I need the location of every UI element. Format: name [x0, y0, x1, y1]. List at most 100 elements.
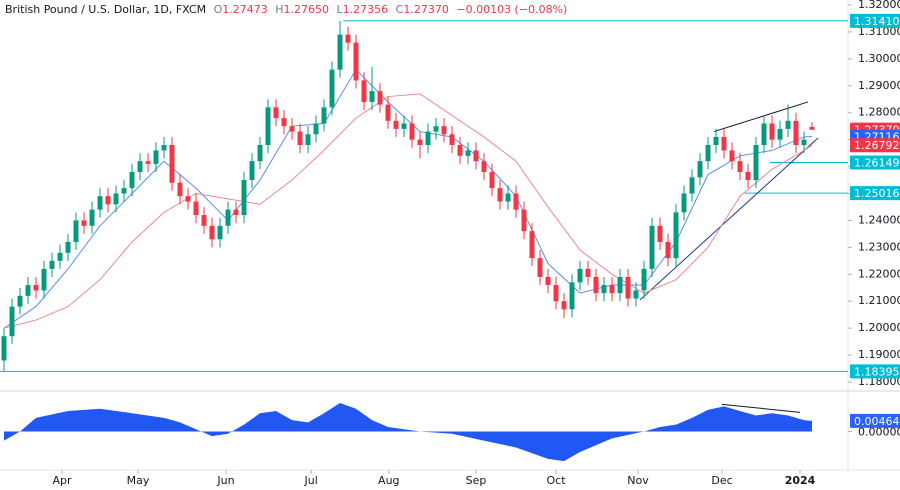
y-tick-label: 1.23000	[858, 240, 900, 253]
change: −0.00103 (−0.08%)	[456, 3, 567, 16]
candle-body	[545, 276, 551, 286]
field-value: 1.27473	[222, 3, 268, 16]
candle-body	[729, 150, 735, 162]
candle-body	[433, 126, 439, 132]
price-tag-label: 1.25016	[854, 187, 900, 200]
candle-body	[697, 161, 703, 178]
price-tag	[850, 155, 900, 170]
candle-body	[33, 285, 39, 291]
y-tick-label: 1.20000	[858, 321, 900, 334]
candle-body	[201, 215, 207, 226]
candle-body	[313, 123, 319, 135]
field-value: 1.27356	[343, 3, 389, 16]
price-tag-label: 1.26792	[854, 139, 900, 152]
price-tag-label: 1.18395	[854, 365, 900, 378]
candle-body	[417, 139, 423, 146]
candle-body	[713, 136, 719, 146]
candle-body	[801, 139, 807, 146]
candle-body	[249, 161, 255, 181]
candle-body	[617, 276, 623, 294]
candle-body	[401, 123, 407, 129]
candle-body	[769, 123, 775, 140]
candle-body	[649, 225, 655, 269]
candle-body	[521, 209, 527, 232]
x-tick-label: Aug	[378, 474, 399, 487]
candle-body	[609, 285, 615, 294]
candle-body	[529, 231, 535, 259]
x-tick-label: Nov	[627, 474, 649, 487]
x-tick-label: Jun	[216, 474, 234, 487]
candle-body	[273, 107, 279, 119]
candle-body	[473, 150, 479, 162]
candle-body	[681, 193, 687, 213]
candle-body	[809, 126, 815, 130]
candle-body	[497, 188, 503, 202]
price-tag-label: 1.26149	[854, 157, 900, 170]
candle-body	[489, 171, 495, 189]
x-tick-label: 2024	[785, 474, 816, 487]
candle-body	[369, 91, 375, 102]
candle-body	[97, 196, 103, 210]
candle-body	[329, 69, 335, 108]
candle-body	[25, 285, 31, 296]
candle-body	[481, 161, 487, 172]
candle-body	[465, 150, 471, 156]
candle-body	[297, 131, 303, 146]
candle-body	[353, 42, 359, 81]
candle-body	[217, 225, 223, 240]
field-key: C	[396, 3, 404, 16]
candle-body	[513, 193, 519, 210]
candle-body	[289, 126, 295, 132]
x-tick-label: Oct	[546, 474, 566, 487]
candle-body	[785, 120, 791, 129]
y-tick-label: 0.00000	[858, 426, 900, 439]
candle-body	[17, 295, 23, 307]
trendline	[713, 101, 809, 133]
y-tick-label: 1.21000	[858, 294, 900, 307]
y-tick-label: 1.19000	[858, 348, 900, 361]
candle-body	[153, 150, 159, 164]
candle-body	[553, 285, 559, 302]
symbol: British Pound / U.S. Dollar, 1D, FXCM	[5, 3, 206, 16]
y-tick-label: 1.28000	[858, 106, 900, 119]
price-tag-label: 0.00464	[854, 415, 900, 428]
candle-body	[673, 212, 679, 259]
candle-body	[585, 268, 591, 277]
x-tick-label: Sep	[466, 474, 487, 487]
candle-body	[793, 120, 799, 146]
candle-body	[505, 193, 511, 202]
y-tick-label: 1.30000	[858, 52, 900, 65]
candle-body	[257, 145, 263, 162]
candle-body	[89, 209, 95, 226]
candle-body	[737, 161, 743, 172]
trendline	[639, 137, 819, 301]
candle-body	[177, 182, 183, 197]
candle-body	[209, 225, 215, 240]
candle-body	[577, 268, 583, 283]
price-tag	[850, 186, 900, 201]
x-tick-label: Apr	[52, 474, 72, 487]
candle-body	[9, 306, 15, 337]
field-value: 1.27370	[403, 3, 449, 16]
y-tick-label: 1.22000	[858, 267, 900, 280]
oscillator-area	[4, 402, 812, 462]
candle-body	[233, 209, 239, 216]
candle-body	[625, 276, 631, 299]
candle-body	[393, 120, 399, 129]
candle-body	[169, 145, 175, 183]
x-tick-label: May	[127, 474, 150, 487]
candle-body	[49, 260, 55, 269]
candle-body	[113, 193, 119, 205]
candle-body	[641, 268, 647, 291]
candle-body	[377, 91, 383, 105]
moving-average	[3, 68, 813, 329]
candle-body	[761, 123, 767, 146]
candle-body	[305, 134, 311, 146]
candle-body	[777, 128, 783, 140]
candle-body	[593, 276, 599, 294]
candle-body	[321, 107, 327, 124]
candle-body	[705, 145, 711, 162]
candle-body	[145, 161, 151, 164]
candle-body	[425, 131, 431, 146]
candle-body	[457, 145, 463, 156]
